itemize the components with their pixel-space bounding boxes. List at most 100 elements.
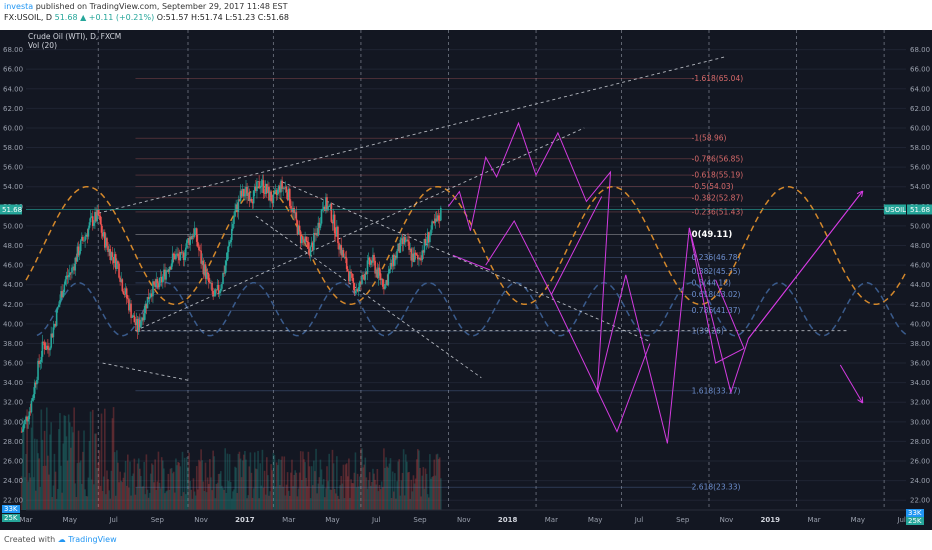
candle-body	[293, 208, 295, 213]
volume-bar	[248, 466, 251, 510]
candle-body	[206, 272, 209, 275]
volume-bar	[78, 462, 81, 510]
volume-bar	[236, 493, 239, 510]
candle-body	[45, 345, 48, 350]
candle-body	[190, 236, 193, 239]
volume-bar	[294, 470, 297, 510]
price-chart[interactable]: -1.618(65.04) -1(58.96) -0.786(56.85) -0.61…	[0, 30, 932, 530]
volume-bar	[261, 449, 264, 510]
volume-bar	[365, 477, 368, 510]
candle-body	[417, 254, 419, 260]
chart-legend: Crude Oil (WTI), D, FXCM Vol (20)	[28, 32, 121, 50]
candle-body	[147, 296, 150, 300]
candle-body	[61, 291, 63, 298]
candle-body	[338, 243, 340, 250]
volume-bar	[97, 462, 100, 510]
candle-body	[29, 411, 32, 413]
candle-body	[132, 315, 135, 317]
volume-bar	[71, 426, 73, 510]
volume-bar	[164, 493, 166, 510]
volume-bar	[178, 462, 181, 510]
volume-bar	[214, 498, 217, 510]
volume-bar	[320, 469, 323, 510]
volume-bar	[113, 452, 116, 510]
volume-bar	[282, 486, 285, 510]
fib-level-label: 0.5(44.18)	[692, 278, 731, 287]
volume-bar	[386, 466, 388, 510]
volume-bar	[70, 447, 72, 510]
volume-bar	[436, 453, 439, 510]
volume-bar	[53, 453, 56, 510]
candle-body	[65, 275, 68, 280]
candle-body	[195, 228, 198, 242]
volume-bar	[49, 434, 51, 510]
candle-body	[372, 254, 374, 263]
volume-bar	[357, 486, 360, 510]
fib-level-label: 0.786(41.37)	[692, 306, 741, 315]
candle-body	[224, 265, 227, 274]
candle-body	[227, 245, 230, 253]
volume-bar	[100, 413, 103, 510]
volume-bar	[131, 475, 133, 510]
candle-body	[331, 221, 334, 224]
volume-bar	[420, 496, 422, 510]
candle-body	[406, 239, 408, 241]
volume-bar	[118, 482, 120, 510]
volume-bar	[50, 422, 52, 510]
volume-bar	[195, 466, 198, 510]
candle-body	[272, 194, 275, 204]
ohlc-values: O:51.57 H:51.74 L:51.23 C:51.68	[156, 13, 289, 22]
y-tick-label-left: 48.00	[3, 242, 23, 250]
y-tick-label-right: 60.00	[910, 124, 930, 132]
last-price-label-right: 51.68	[910, 206, 930, 214]
volume-bar	[55, 498, 58, 510]
volume-bar	[201, 460, 204, 510]
volume-bar	[302, 451, 304, 510]
volume-bar	[385, 457, 387, 510]
y-tick-label-left: 38.00	[3, 340, 23, 348]
volume-bar	[41, 439, 44, 510]
volume-bar	[363, 464, 366, 510]
volume-bar	[273, 455, 276, 510]
y-tick-label-right: 64.00	[910, 85, 930, 93]
volume-bar	[270, 464, 272, 510]
candle-body	[354, 290, 357, 294]
candle-body	[169, 266, 172, 270]
volume-bar	[122, 477, 125, 510]
volume-bar	[426, 494, 429, 510]
candle-body	[210, 282, 212, 284]
volume-bar	[275, 462, 278, 510]
volume-bar	[222, 488, 224, 510]
volume-bar	[24, 477, 26, 510]
tradingview-logo[interactable]: TradingView	[68, 535, 117, 544]
symbol-info: FX:USOIL, D 51.68 ▲ +0.11 (+0.21%) O:51.…	[4, 13, 289, 22]
candle-body	[229, 240, 232, 242]
volume-bar	[352, 483, 355, 510]
candle-body	[253, 186, 256, 191]
axes: 68.00 68.00 66.00 66.00 64.00 64.00 62.00 62.00…	[0, 46, 932, 525]
candle-body	[37, 360, 39, 380]
candle-body	[341, 250, 344, 256]
candle-body	[211, 282, 213, 291]
volume-bar	[414, 478, 417, 510]
candle-body	[309, 246, 312, 256]
volume-bar	[318, 477, 321, 510]
candle-body	[137, 319, 140, 332]
volume-bar	[224, 448, 227, 510]
volume-bar	[105, 494, 107, 510]
candle-body	[218, 290, 221, 293]
volume-bar	[82, 451, 84, 510]
volume-indicator-label: Vol (20)	[28, 41, 57, 50]
volume-bar	[259, 463, 262, 510]
candle-body	[423, 238, 426, 253]
author-link[interactable]: investa	[4, 2, 34, 11]
volume-bar	[141, 486, 143, 510]
candle-body	[409, 248, 411, 250]
volume-bar	[76, 463, 79, 510]
candle-body	[411, 253, 414, 261]
volume-bar	[23, 426, 25, 510]
volume-bar	[315, 448, 317, 510]
volume-bar	[157, 451, 160, 510]
candle-body	[78, 251, 81, 256]
volume-bar	[399, 495, 402, 510]
